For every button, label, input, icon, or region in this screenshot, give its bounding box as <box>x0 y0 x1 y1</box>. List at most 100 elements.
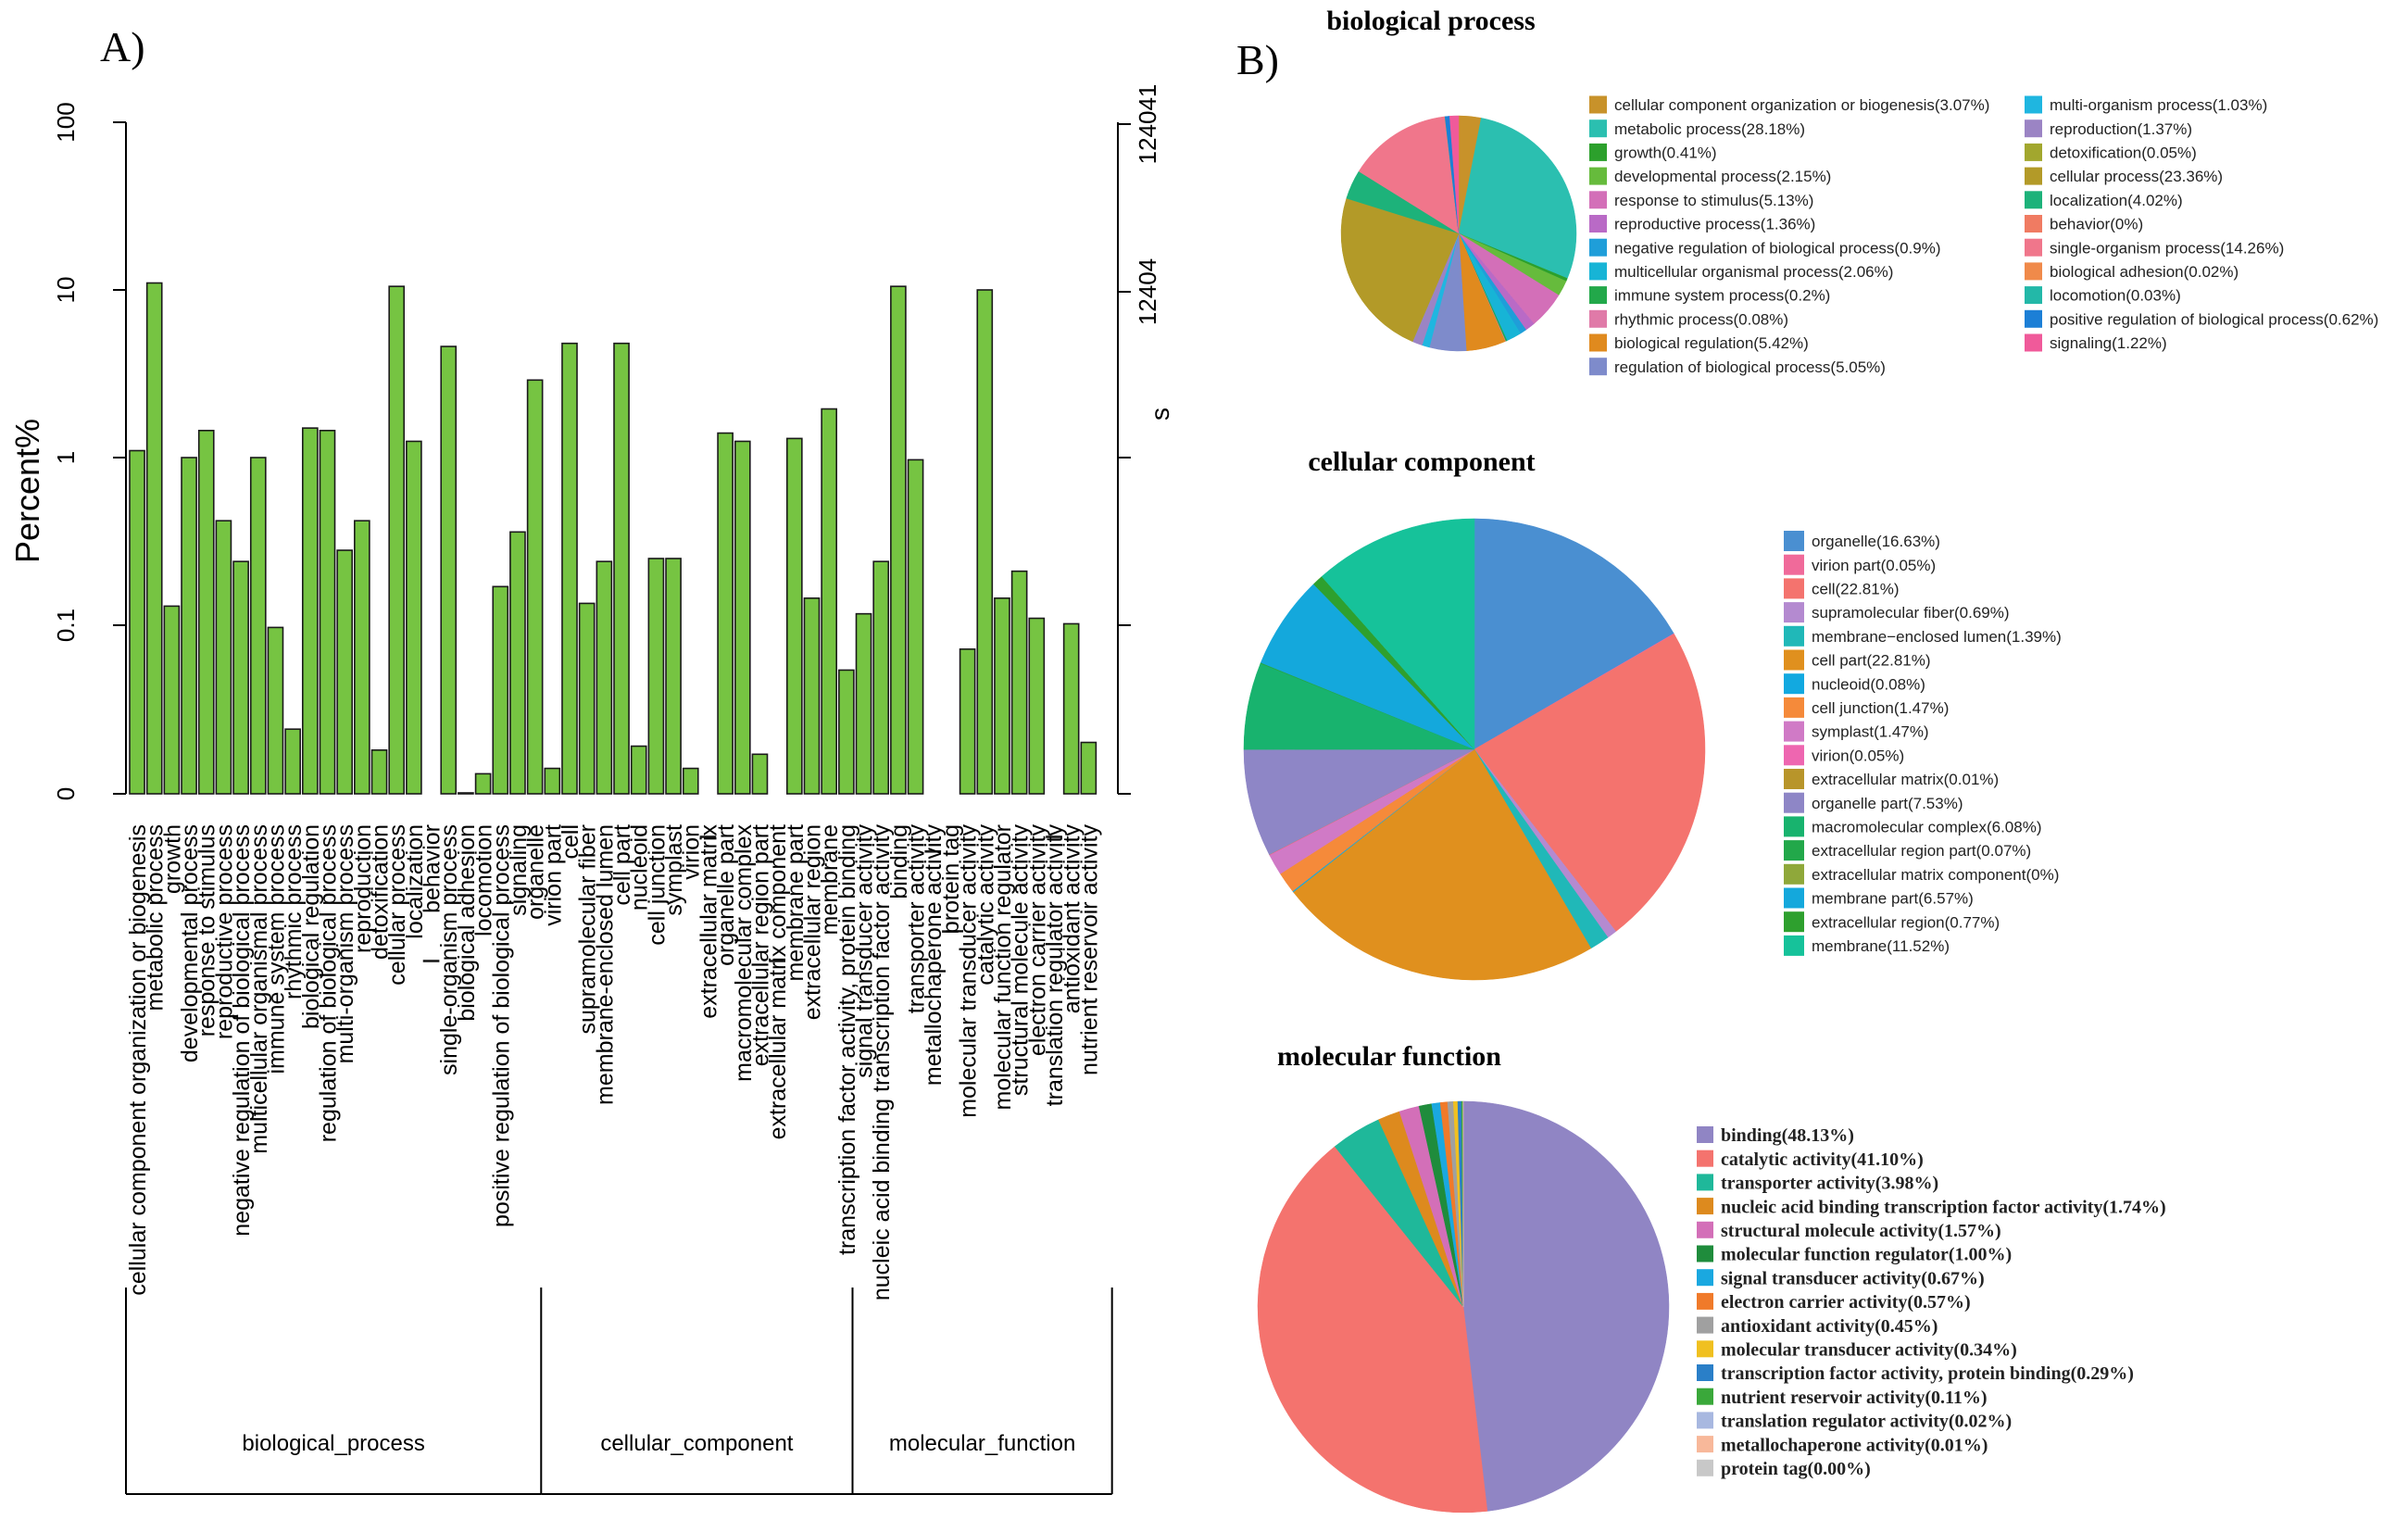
bar <box>370 748 388 795</box>
pie-slice <box>1449 115 1460 234</box>
legend-label: single-organism process(14.26%) <box>2050 239 2284 257</box>
legend-swatch <box>1589 309 1607 328</box>
category-label: membrane part <box>783 824 809 982</box>
category-label: electron carrier activity <box>1024 824 1050 1057</box>
legend-label: cellular component organization or bioge… <box>1614 96 1989 114</box>
bar <box>492 585 509 795</box>
category-label: cell junction <box>644 824 670 946</box>
bar <box>474 773 492 795</box>
category-label: positive regulation of biological proces… <box>488 824 514 1227</box>
legend-label: symplast(1.47%) <box>1812 723 1929 741</box>
legend-label: extracellular region part(0.07%) <box>1812 842 2031 860</box>
bar <box>803 597 821 795</box>
pie-slice <box>1321 518 1475 750</box>
category-label: extracellular region <box>799 824 825 1020</box>
bar <box>319 429 336 795</box>
legend-swatch <box>1784 721 1804 742</box>
category-label: cellular process <box>384 824 410 986</box>
bar <box>145 282 163 795</box>
legend-label: nucleic acid binding transcription facto… <box>1721 1197 2166 1217</box>
legend-label: nutrient reservoir activity(0.11%) <box>1721 1388 1988 1408</box>
legend-swatch <box>1589 119 1607 138</box>
bar <box>163 605 181 795</box>
category-label: signaling <box>506 824 532 916</box>
legend-swatch <box>2025 191 2042 209</box>
bar <box>699 835 717 838</box>
bar <box>336 549 354 795</box>
legend-swatch <box>1784 935 1804 956</box>
bar <box>596 560 613 795</box>
y-axis-label: Percent% <box>8 419 46 563</box>
bar <box>838 669 855 795</box>
legend-label: transcription factor activity, protein b… <box>1721 1363 2134 1384</box>
bar <box>561 342 578 795</box>
bar <box>215 520 232 795</box>
legend-label: organelle part(7.53%) <box>1812 795 1963 812</box>
panel-a-label: A) <box>100 23 145 70</box>
legend-label: reproduction(1.37%) <box>2050 120 2192 138</box>
bar <box>976 289 994 795</box>
legend-label: molecular function regulator(1.00%) <box>1721 1245 2012 1265</box>
category-label: reproduction <box>350 824 376 953</box>
legend-swatch <box>1784 697 1804 718</box>
bar <box>181 457 197 795</box>
bar <box>129 449 145 795</box>
category-label: metabolic process <box>143 824 169 1011</box>
pie-slice <box>1462 1100 1670 1512</box>
y-tick-label: 0 <box>52 787 80 800</box>
legend-swatch <box>1589 95 1607 114</box>
legend-label: growth(0.41%) <box>1614 144 1717 162</box>
legend-label: protein tag(0.00%) <box>1721 1459 1871 1479</box>
pie-title: molecular function <box>1277 1041 1501 1072</box>
legend-swatch <box>1697 1269 1713 1287</box>
category-label: supramolecular fiber <box>575 824 601 1035</box>
bar <box>388 285 406 795</box>
category-label: membrane-enclosed lumen <box>592 824 618 1105</box>
bar <box>197 429 215 795</box>
bar <box>959 648 976 795</box>
bar-marks <box>129 282 1097 962</box>
legend-swatch <box>1697 1412 1713 1429</box>
legend-label: reproductive process(1.36%) <box>1614 216 1815 233</box>
legend-swatch <box>1697 1316 1713 1334</box>
bar <box>994 597 1010 795</box>
category-label: response to stimulus <box>194 824 220 1036</box>
category-label: negative regulation of biological proces… <box>229 824 255 1237</box>
bar <box>890 285 907 795</box>
legend-label: rhythmic process(0.08%) <box>1614 310 1788 328</box>
category-label: developmental process <box>177 824 203 1062</box>
legend-label: transporter activity(3.98%) <box>1721 1174 1938 1194</box>
bar <box>924 849 942 853</box>
y-tick-label: 1 <box>52 451 80 464</box>
legend-swatch <box>1784 602 1804 623</box>
legend-label: multicellular organismal process(2.06%) <box>1614 263 1893 281</box>
pie-slice <box>1474 518 1674 750</box>
category-label: metallochaperone activity <box>921 824 947 1087</box>
bar-axes: 100 10 1 0.1 0 124041 12404 <box>52 84 1161 801</box>
y-tick-label: 10 <box>52 277 80 304</box>
pie-slice <box>1257 1146 1488 1514</box>
pie-title: biological process <box>1326 6 1535 36</box>
legend-swatch <box>2025 143 2042 161</box>
legend-label: response to stimulus(5.13%) <box>1614 192 1813 209</box>
legend-swatch <box>1589 167 1607 185</box>
legend-label: structural molecule activity(1.57%) <box>1721 1221 2001 1241</box>
bar <box>249 457 267 795</box>
legend-swatch <box>1697 1436 1713 1453</box>
bar <box>301 427 319 795</box>
right-tick-label: 12404 <box>1134 258 1161 325</box>
category-label: extracellular region part <box>747 824 773 1066</box>
bar <box>734 440 751 795</box>
category-label: reproductive process <box>211 824 237 1039</box>
bar <box>630 745 647 795</box>
legend-swatch <box>1589 238 1607 257</box>
category-label: transporter activity <box>904 824 930 1014</box>
bar <box>821 408 838 795</box>
legend-label: localization(4.02%) <box>2050 192 2183 209</box>
category-label: nucleoid <box>627 824 653 911</box>
category-label: detoxification <box>368 824 394 960</box>
bar <box>1062 622 1080 795</box>
category-label: nucleic acid binding transcription facto… <box>869 824 895 1301</box>
category-label: immune system process <box>263 824 289 1074</box>
bar <box>1010 570 1028 795</box>
